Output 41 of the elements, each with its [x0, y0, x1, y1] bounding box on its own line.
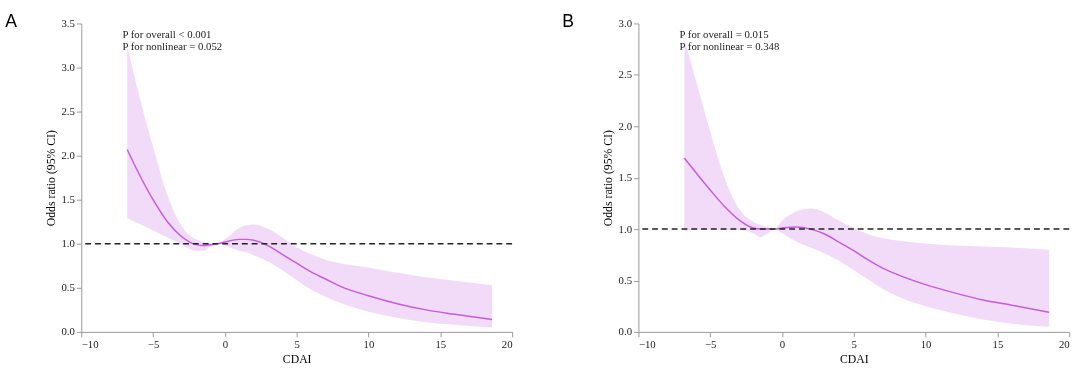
- x-tick-label: 15: [435, 338, 447, 351]
- x-tick-label: 10: [920, 338, 932, 351]
- chart-title: B: [562, 11, 575, 32]
- line-series: [126, 148, 493, 321]
- y-tick-label: 1.5: [618, 171, 633, 184]
- y-tick-label: 1.5: [61, 193, 75, 206]
- y-tick-label: 2.5: [61, 105, 75, 118]
- chart-title: A: [5, 11, 18, 32]
- x-tick-label: 0: [222, 338, 229, 351]
- x-tick-label: 15: [992, 338, 1004, 351]
- x-axis-title: CDAI: [282, 352, 312, 366]
- y-tick-label: 0.5: [618, 273, 633, 286]
- y-axis-title: Odds ratio (95% CI): [44, 130, 58, 227]
- y-tick-label: 3.0: [618, 16, 633, 29]
- y-tick-label: 3.0: [61, 60, 75, 73]
- y-tick-label: 0.0: [61, 325, 75, 338]
- y-tick-label: 1.0: [61, 237, 75, 250]
- x-tick-label: 10: [363, 338, 375, 351]
- y-tick-label: 2.5: [618, 68, 633, 81]
- x-tick-label: 0: [779, 338, 786, 351]
- y-tick-label: 1.0: [618, 222, 633, 235]
- x-tick-label: −5: [704, 338, 717, 351]
- annotation: P for nonlinear = 0.348: [679, 39, 780, 52]
- x-tick-label: 5: [851, 338, 857, 351]
- y-tick-label: 0.0: [618, 325, 633, 338]
- x-tick-label: −10: [638, 338, 656, 351]
- y-tick-label: 2.0: [618, 119, 633, 132]
- line-series: [683, 157, 1050, 314]
- y-tick-label: 3.5: [61, 16, 75, 29]
- x-tick-label: −10: [81, 338, 99, 351]
- x-tick-label: −5: [147, 338, 160, 351]
- y-tick-label: 2.0: [61, 149, 75, 162]
- x-tick-label: 20: [1058, 338, 1070, 351]
- x-tick-label: 5: [294, 338, 300, 351]
- y-tick-label: 0.5: [61, 281, 75, 294]
- annotation: P for overall = 0.015: [679, 28, 769, 41]
- y-axis-title: Odds ratio (95% CI): [601, 130, 615, 227]
- annotation: P for overall < 0.001: [122, 28, 212, 41]
- x-axis-title: CDAI: [839, 352, 869, 366]
- annotation: P for nonlinear = 0.052: [122, 39, 223, 52]
- x-tick-label: 20: [501, 338, 513, 351]
